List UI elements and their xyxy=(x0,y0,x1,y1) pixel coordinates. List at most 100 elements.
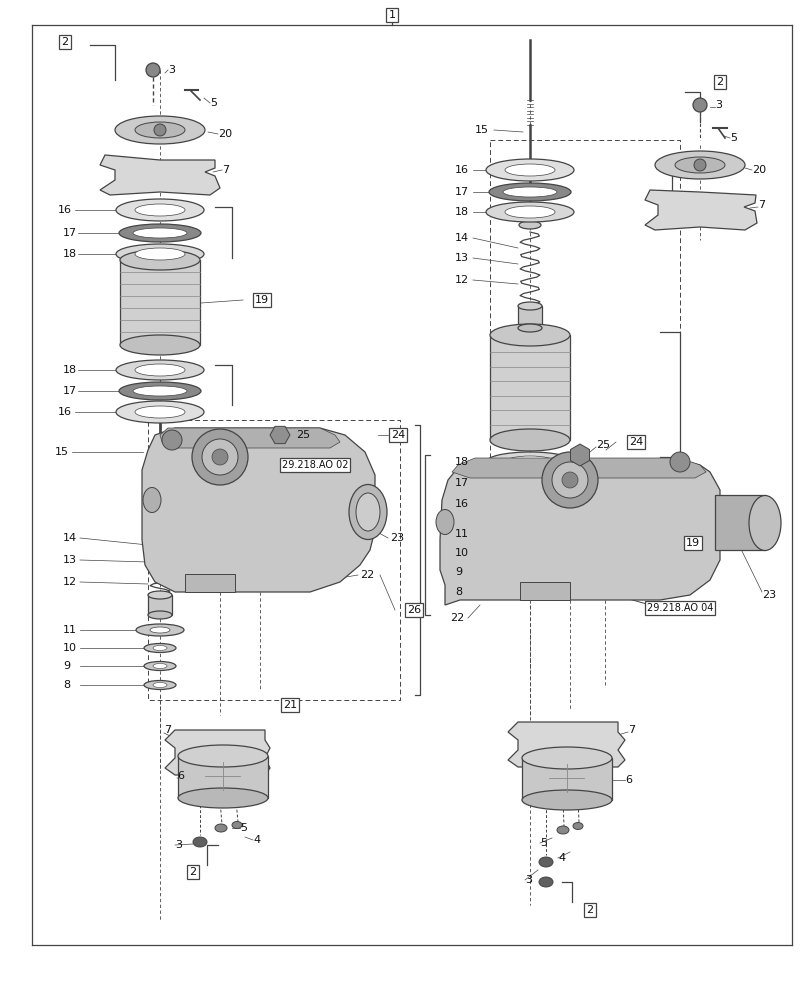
Circle shape xyxy=(154,124,166,136)
Circle shape xyxy=(146,63,160,77)
Ellipse shape xyxy=(749,495,781,550)
Text: 29.218.AO 02: 29.218.AO 02 xyxy=(282,460,348,470)
Text: 16: 16 xyxy=(58,205,72,215)
Ellipse shape xyxy=(143,488,161,512)
Circle shape xyxy=(670,452,690,472)
Text: 29.218.AO 04: 29.218.AO 04 xyxy=(647,603,713,613)
Polygon shape xyxy=(100,155,220,195)
Text: 2: 2 xyxy=(61,37,69,47)
Ellipse shape xyxy=(486,452,574,472)
Text: 12: 12 xyxy=(455,275,469,285)
Bar xyxy=(178,756,268,798)
Circle shape xyxy=(162,430,182,450)
Ellipse shape xyxy=(116,360,204,380)
Text: 3: 3 xyxy=(175,840,182,850)
Circle shape xyxy=(694,159,706,171)
Ellipse shape xyxy=(356,493,380,531)
Polygon shape xyxy=(270,426,290,444)
Text: 22: 22 xyxy=(360,570,374,580)
Text: 24: 24 xyxy=(629,437,643,447)
Ellipse shape xyxy=(655,151,745,179)
Ellipse shape xyxy=(116,199,204,221)
Ellipse shape xyxy=(120,335,200,355)
Text: 3: 3 xyxy=(168,65,175,75)
Ellipse shape xyxy=(486,493,574,515)
Ellipse shape xyxy=(489,474,571,492)
Text: 5: 5 xyxy=(240,823,247,833)
Text: 16: 16 xyxy=(455,499,469,509)
Text: 8: 8 xyxy=(455,587,462,597)
Ellipse shape xyxy=(149,522,171,530)
Ellipse shape xyxy=(523,550,537,556)
Text: 16: 16 xyxy=(455,165,469,175)
Ellipse shape xyxy=(519,221,541,229)
Polygon shape xyxy=(452,458,706,478)
Ellipse shape xyxy=(522,790,612,810)
Text: 7: 7 xyxy=(628,725,635,735)
Bar xyxy=(120,260,200,345)
Ellipse shape xyxy=(557,826,569,834)
Text: 15: 15 xyxy=(475,125,489,135)
Ellipse shape xyxy=(505,206,555,218)
Ellipse shape xyxy=(135,406,185,418)
Ellipse shape xyxy=(178,745,268,767)
Polygon shape xyxy=(165,730,270,775)
Ellipse shape xyxy=(490,324,570,346)
Ellipse shape xyxy=(153,664,167,668)
Text: 3: 3 xyxy=(525,875,532,885)
Ellipse shape xyxy=(506,528,554,540)
Polygon shape xyxy=(508,722,625,767)
Text: 14: 14 xyxy=(63,533,77,543)
Ellipse shape xyxy=(349,485,387,540)
Bar xyxy=(715,495,765,550)
Ellipse shape xyxy=(539,857,553,867)
Ellipse shape xyxy=(503,478,557,488)
Text: 19: 19 xyxy=(686,538,700,548)
Polygon shape xyxy=(160,428,340,448)
Text: 8: 8 xyxy=(63,680,70,690)
Text: 18: 18 xyxy=(63,365,77,375)
Ellipse shape xyxy=(514,587,546,596)
Ellipse shape xyxy=(135,248,185,260)
Text: 9: 9 xyxy=(63,661,70,671)
Text: 13: 13 xyxy=(455,253,469,263)
Text: 18: 18 xyxy=(455,207,469,217)
Ellipse shape xyxy=(144,680,176,690)
Ellipse shape xyxy=(505,164,555,176)
Text: 22: 22 xyxy=(450,613,465,623)
Text: 20: 20 xyxy=(218,129,232,139)
Bar xyxy=(518,306,542,328)
Text: 14: 14 xyxy=(455,233,469,243)
Ellipse shape xyxy=(518,324,542,332)
Text: 20: 20 xyxy=(752,165,766,175)
Text: 23: 23 xyxy=(762,590,776,600)
Ellipse shape xyxy=(489,183,571,201)
Ellipse shape xyxy=(144,644,176,652)
Text: 2: 2 xyxy=(189,867,196,877)
Text: 18: 18 xyxy=(63,249,77,259)
Text: 18: 18 xyxy=(455,457,469,467)
Ellipse shape xyxy=(153,646,167,650)
Ellipse shape xyxy=(486,159,574,181)
Text: 13: 13 xyxy=(63,555,77,565)
Circle shape xyxy=(562,472,578,488)
Text: 1: 1 xyxy=(389,10,395,20)
Text: 16: 16 xyxy=(58,407,72,417)
Text: 21: 21 xyxy=(283,700,297,710)
Text: 6: 6 xyxy=(625,775,632,785)
Ellipse shape xyxy=(148,591,172,599)
Text: 5: 5 xyxy=(730,133,737,143)
Text: 25: 25 xyxy=(296,430,310,440)
Ellipse shape xyxy=(135,122,185,138)
Ellipse shape xyxy=(135,204,185,216)
Text: 17: 17 xyxy=(455,187,469,197)
Text: 26: 26 xyxy=(407,605,421,615)
Ellipse shape xyxy=(116,401,204,423)
Ellipse shape xyxy=(522,747,612,769)
Ellipse shape xyxy=(150,627,170,633)
Ellipse shape xyxy=(120,250,200,270)
Ellipse shape xyxy=(520,531,540,537)
Ellipse shape xyxy=(215,824,227,832)
Circle shape xyxy=(542,452,598,508)
Ellipse shape xyxy=(119,224,201,242)
